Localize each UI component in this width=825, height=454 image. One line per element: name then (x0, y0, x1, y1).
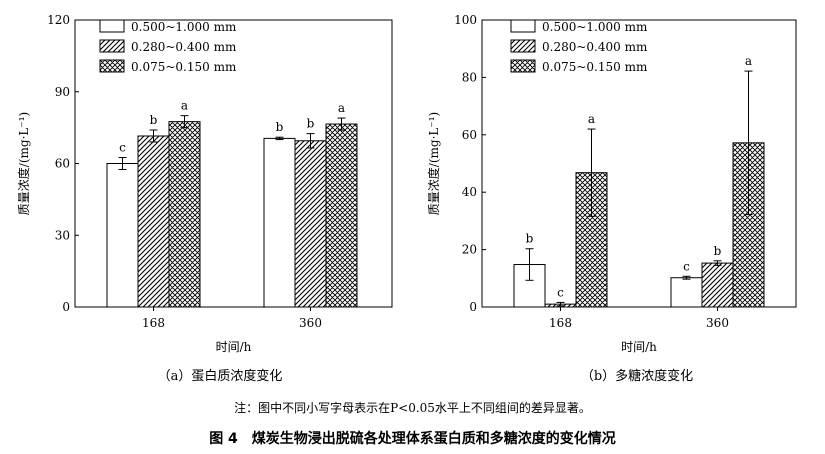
legend-swatch (510, 59, 536, 73)
significance-letter: b (150, 113, 158, 127)
significance-letter: c (557, 285, 564, 299)
bar (263, 137, 296, 308)
y-tick-label: 0 (62, 300, 70, 314)
significance-letter: a (588, 112, 595, 126)
bar (670, 277, 703, 308)
y-tick-label: 80 (462, 70, 477, 84)
panel-subtitle: （a）蛋白质浓度变化 (158, 368, 283, 384)
bar (137, 135, 170, 308)
bar (325, 123, 358, 308)
legend-swatch (99, 59, 125, 73)
significance-letter: b (307, 117, 315, 131)
significance-letter: a (181, 99, 188, 113)
y-axis-label: 质量浓度/(mg·L⁻¹) (16, 112, 31, 215)
bar (294, 140, 327, 308)
panel-protein: 0 30 60 90 120 质量浓度/(mg·L⁻¹) 168 c b a 360 b b a 时间/h （… (16, 13, 393, 384)
bar (168, 121, 201, 308)
legend-label: 0.280~0.400 mm (131, 40, 237, 54)
y-tick-label: 30 (55, 228, 70, 242)
significance-letter: a (338, 101, 345, 115)
legend-swatch (99, 19, 125, 33)
legend-label: 0.500~1.000 mm (131, 20, 237, 34)
legend-swatch (510, 39, 536, 53)
significance-letter: c (119, 141, 126, 155)
y-axis-label: 质量浓度/(mg·L⁻¹) (426, 112, 441, 215)
x-tick-label: 360 (299, 316, 322, 330)
figure-caption: 图 4 煤炭生物浸出脱硫各处理体系蛋白质和多糖浓度的变化情况 (209, 431, 616, 447)
legend-label: 0.500~1.000 mm (542, 20, 648, 34)
legend-label: 0.280~0.400 mm (542, 40, 648, 54)
y-tick-label: 20 (462, 243, 477, 257)
bar (513, 264, 546, 308)
y-tick-label: 60 (55, 157, 70, 171)
bar (701, 262, 734, 308)
y-tick-label: 0 (469, 300, 477, 314)
legend-swatch (510, 19, 536, 33)
legend-swatch (99, 39, 125, 53)
x-tick-label: 168 (142, 316, 165, 330)
y-tick-label: 40 (462, 185, 477, 199)
y-tick-label: 90 (55, 85, 70, 99)
plot-frame (481, 19, 797, 308)
y-tick-label: 60 (462, 128, 477, 142)
significance-letter: b (714, 244, 722, 258)
bar (106, 163, 139, 308)
y-tick-label: 100 (454, 13, 477, 27)
legend-label: 0.075~0.150 mm (131, 60, 237, 74)
panel-polysaccharide: 0 20 40 60 80 100 质量浓度/(mg·L⁻¹) 168 b c a 360 c b a 时间/… (426, 13, 797, 384)
legend-label: 0.075~0.150 mm (542, 60, 648, 74)
figure-note: 注：图中不同小写字母表示在P<0.05水平上不同组间的差异显著。 (234, 401, 591, 415)
significance-letter: a (745, 54, 752, 68)
x-axis-label: 时间/h (621, 340, 657, 354)
significance-letter: c (683, 259, 690, 273)
y-tick-label: 120 (47, 13, 70, 27)
significance-letter: b (526, 232, 534, 246)
x-axis-label: 时间/h (216, 340, 252, 354)
x-tick-label: 168 (549, 316, 572, 330)
x-tick-label: 360 (706, 316, 729, 330)
panel-subtitle: （b）多糖浓度变化 (581, 368, 693, 384)
significance-letter: b (276, 120, 284, 134)
